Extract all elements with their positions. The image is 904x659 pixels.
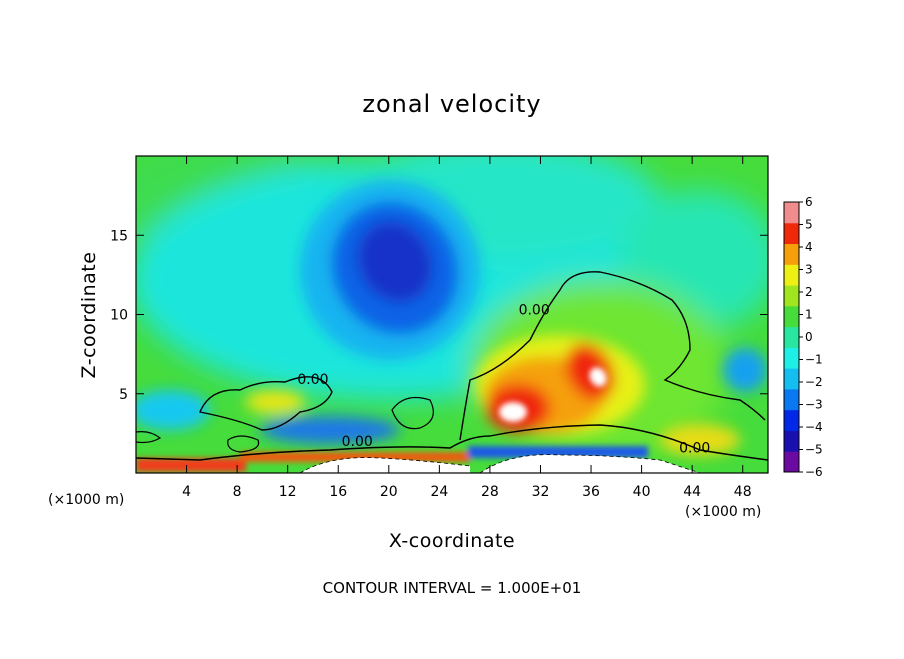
colorbar-swatch (784, 305, 799, 328)
contour-labels: 0.00 0.00 0.00 0.00 (297, 303, 710, 457)
field-left-cyan (136, 390, 210, 430)
y-axis-label: Z-coordinate (78, 252, 100, 379)
field-east-yellow (660, 424, 740, 456)
colorbar-swatch (784, 409, 799, 431)
field-right-blue (723, 348, 767, 392)
velocity-field (136, 156, 768, 473)
x-unit-note-left: (×1000 m) (48, 492, 124, 508)
x-tick-label: 36 (582, 484, 600, 500)
x-tick-label: 16 (329, 484, 347, 500)
x-tick-label: 24 (430, 484, 448, 500)
field-core-max-high (589, 367, 607, 387)
colorbar-swatch (784, 243, 799, 265)
field-west-yellow (245, 390, 305, 414)
colorbar-label: −1 (805, 353, 823, 367)
x-tick-label: 48 (734, 484, 752, 500)
colorbar-swatch (784, 285, 799, 307)
x-unit-note-right: (×1000 m) (685, 504, 761, 520)
colorbar-swatch (784, 347, 799, 369)
contour-label: 0.00 (519, 303, 550, 319)
colorbar-swatch (784, 368, 799, 390)
contour-interval: CONTOUR INTERVAL = 1.000E+01 (323, 579, 582, 597)
field-surface-red-east (240, 452, 470, 462)
field-warm-red-high (565, 343, 615, 401)
x-tick-label: 44 (683, 484, 701, 500)
terrain-outline (299, 454, 701, 473)
colorbar-label: −3 (805, 398, 823, 412)
contour-label: 0.00 (342, 434, 373, 450)
y-tick-label: 5 (119, 387, 128, 403)
colorbar-swatch (784, 388, 799, 411)
colorbar-label: 1 (805, 308, 813, 322)
x-axis-ticks: 4 8 12 16 20 24 28 32 36 40 44 48 (182, 156, 752, 500)
colorbar-swatch (784, 202, 799, 224)
x-tick-label: 8 (233, 484, 242, 500)
colorbar-label: 5 (805, 218, 813, 232)
colorbar: 6 5 4 3 2 1 0 −1 −2 −3 −4 −5 −6 (783, 195, 823, 479)
colorbar-swatch (784, 326, 799, 348)
colorbar-swatch (784, 451, 799, 473)
colorbar-label: −2 (805, 375, 823, 389)
contour-zero-east (459, 271, 766, 441)
contour-zero-blob (227, 435, 260, 453)
y-axis-ticks: 5 10 15 (110, 228, 768, 403)
colorbar-swatch (784, 264, 799, 286)
contour-zero-surface (136, 424, 768, 461)
y-tick-label: 15 (110, 228, 128, 244)
y-tick-label: 10 (110, 308, 128, 324)
x-tick-label: 20 (380, 484, 398, 500)
colorbar-label: 4 (805, 240, 813, 254)
x-tick-label: 4 (182, 484, 191, 500)
terrain-west (300, 457, 470, 473)
colorbar-label: 0 (805, 330, 813, 344)
contour-zero-west (199, 376, 333, 431)
contour-zero-mid (391, 397, 434, 430)
colorbar-label: 2 (805, 285, 813, 299)
field-surface-blue (468, 446, 648, 458)
contour-zero-left (136, 431, 162, 444)
colorbar-label: −4 (805, 420, 823, 434)
x-axis-label: X-coordinate (389, 530, 515, 552)
contour-label: 0.00 (679, 440, 710, 456)
field-core-max-low (499, 402, 527, 422)
field-lower-blue (260, 416, 400, 444)
colorbar-label: −6 (805, 465, 823, 479)
x-tick-label: 12 (279, 484, 297, 500)
x-tick-label: 28 (481, 484, 499, 500)
colorbar-label: −5 (805, 443, 823, 457)
field-surface-red-west (136, 458, 246, 472)
x-tick-label: 32 (532, 484, 550, 500)
x-tick-label: 40 (633, 484, 651, 500)
chart-title: zonal velocity (362, 90, 541, 118)
colorbar-swatch (784, 430, 799, 452)
colorbar-label: 3 (805, 263, 813, 277)
contour-label: 0.00 (297, 372, 328, 388)
terrain-east (480, 454, 700, 473)
colorbar-label: 6 (805, 195, 813, 209)
field-jet-core (357, 221, 433, 303)
colorbar-swatch (784, 222, 799, 245)
